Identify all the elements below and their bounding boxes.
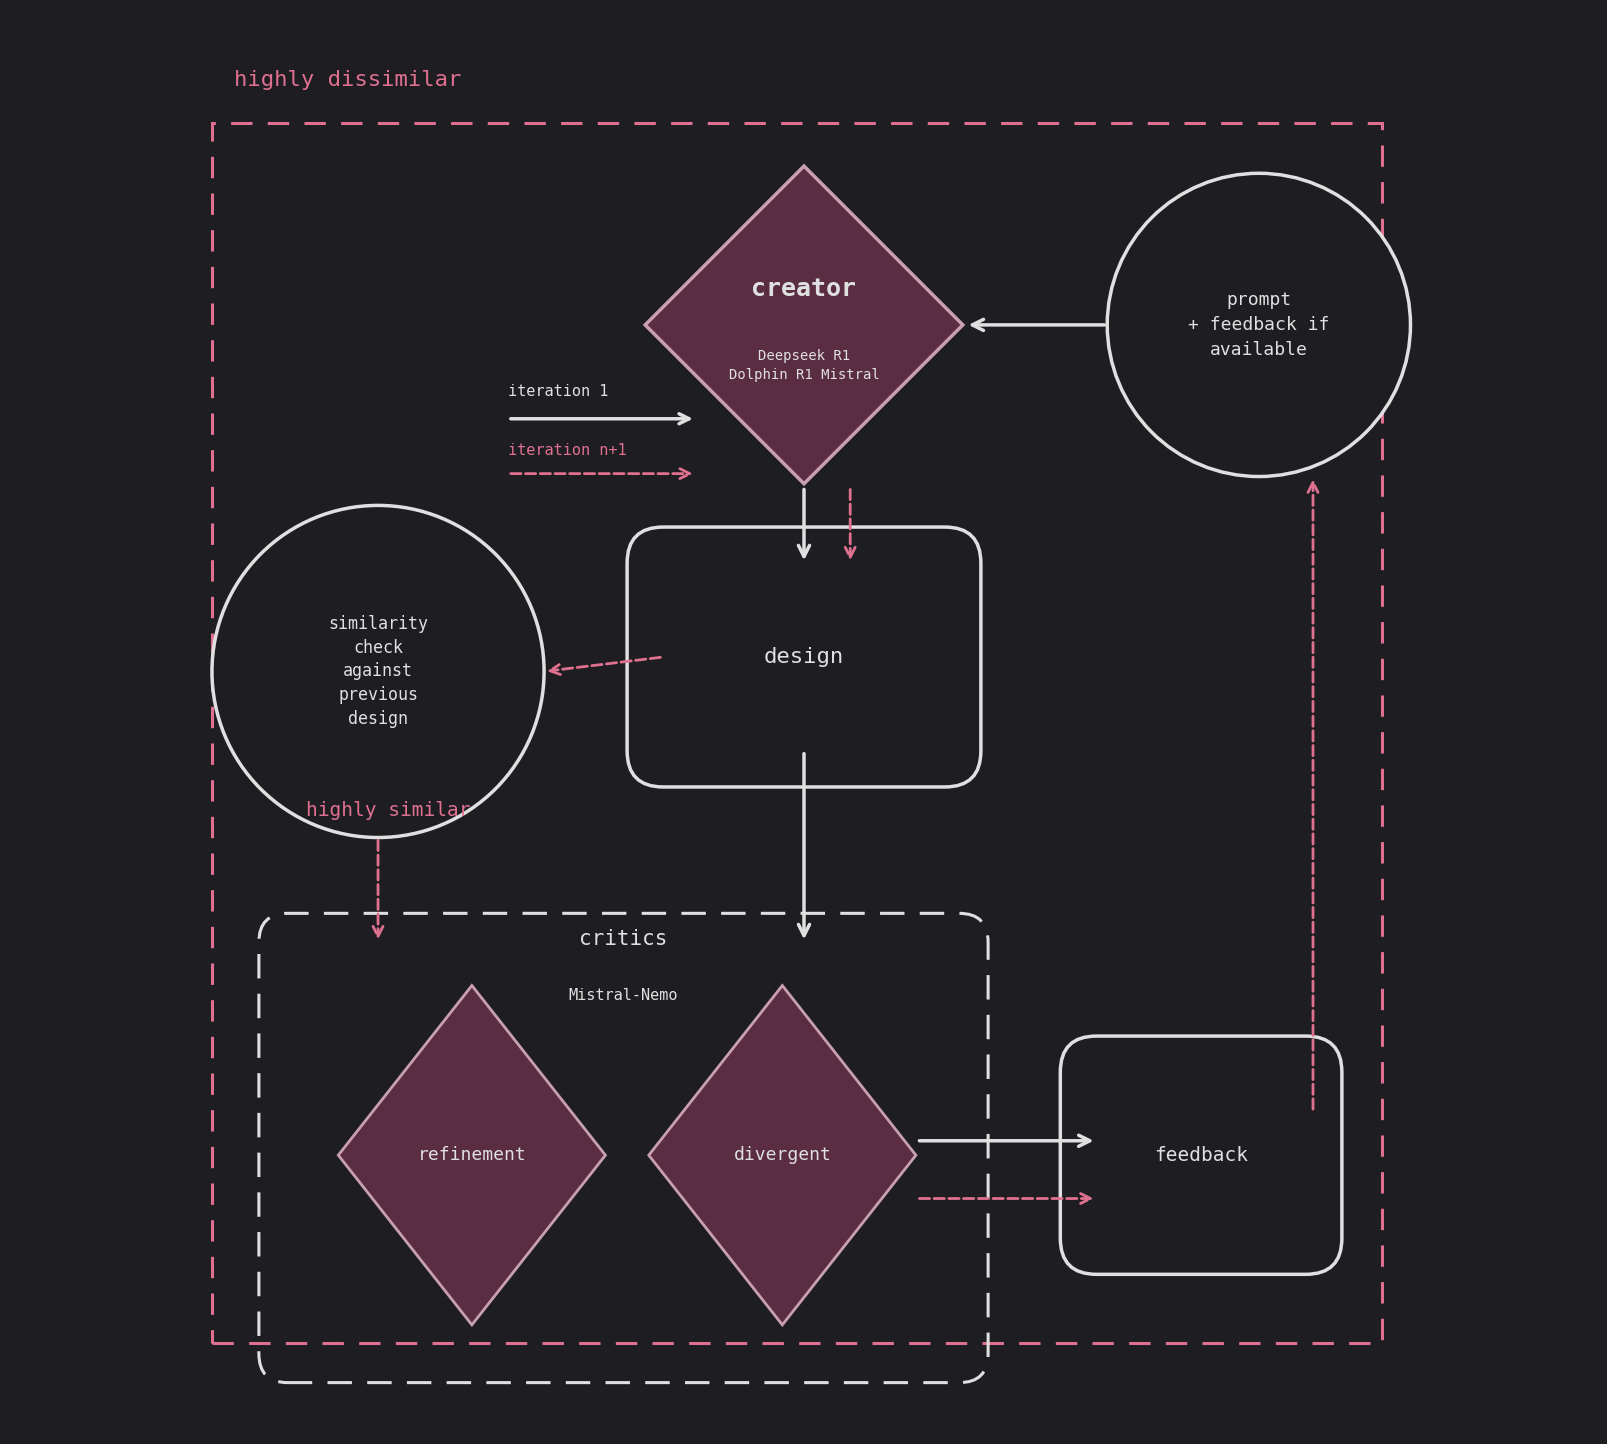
Text: creator: creator bbox=[750, 277, 857, 300]
Circle shape bbox=[1107, 173, 1409, 477]
FancyBboxPatch shape bbox=[627, 527, 980, 787]
Text: iteration 1: iteration 1 bbox=[508, 384, 607, 399]
Text: similarity
check
against
previous
design: similarity check against previous design bbox=[328, 615, 427, 728]
Text: Deepseek R1
Dolphin R1 Mistral: Deepseek R1 Dolphin R1 Mistral bbox=[728, 348, 879, 383]
FancyBboxPatch shape bbox=[1059, 1037, 1342, 1274]
Text: highly dissimilar: highly dissimilar bbox=[233, 69, 461, 90]
Text: divergent: divergent bbox=[733, 1147, 831, 1164]
Text: iteration n+1: iteration n+1 bbox=[508, 443, 627, 458]
Text: refinement: refinement bbox=[418, 1147, 525, 1164]
Polygon shape bbox=[337, 985, 606, 1326]
Text: design: design bbox=[763, 647, 844, 667]
Text: Mistral-Nemo: Mistral-Nemo bbox=[569, 988, 678, 1002]
Text: highly similar: highly similar bbox=[305, 801, 469, 820]
Polygon shape bbox=[648, 985, 916, 1326]
Text: feedback: feedback bbox=[1154, 1145, 1247, 1165]
Polygon shape bbox=[644, 166, 963, 484]
Text: prompt
+ feedback if
available: prompt + feedback if available bbox=[1188, 290, 1329, 360]
Circle shape bbox=[212, 505, 543, 838]
Text: critics: critics bbox=[579, 930, 667, 950]
